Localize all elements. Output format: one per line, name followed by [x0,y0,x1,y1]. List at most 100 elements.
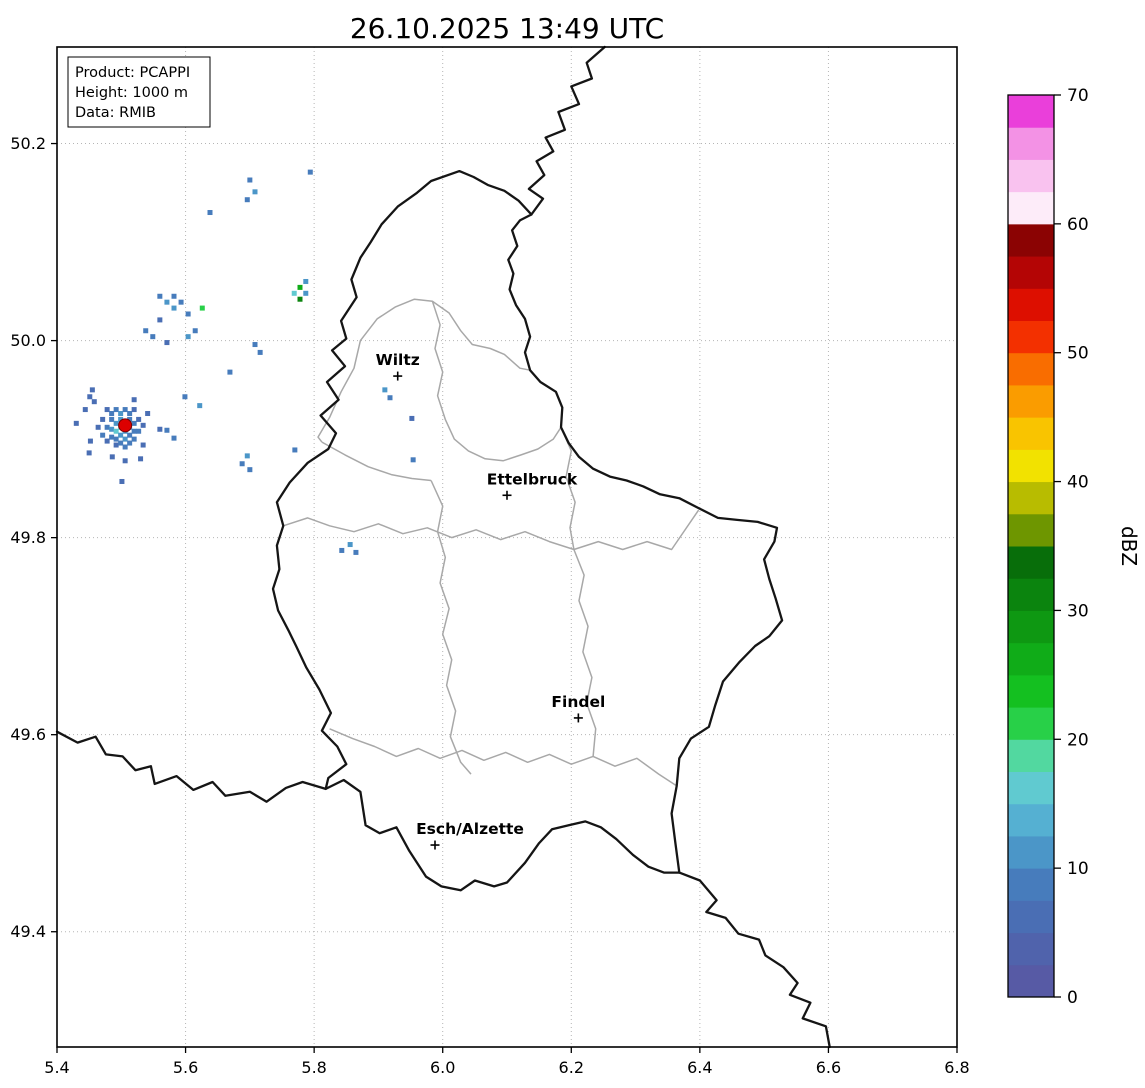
colorbar-segment [1008,610,1054,644]
colorbar-segment [1008,127,1054,160]
echo-pixel [91,399,97,405]
city-marker: Esch/Alzette [416,820,524,850]
x-tick-label: 6.0 [430,1058,455,1077]
echo-pixel [87,394,93,400]
colorbar-segment [1008,417,1054,450]
echo-pixel [182,394,188,400]
echo-pixel [257,349,263,355]
colorbar-segment [1008,384,1054,418]
echo-pixel [247,177,253,183]
echo-pixel [118,432,124,438]
echo-pixel [138,456,144,462]
echo-pixel [307,169,313,175]
echo-pixel [104,424,110,430]
echo-pixel [118,416,124,422]
y-tick-label: 50.0 [10,331,46,350]
colorbar-segment [1008,771,1054,805]
colorbar-segment [1008,256,1054,289]
colorbar-segment [1008,223,1054,257]
echo-pixel [140,422,146,428]
colorbar-segment [1008,964,1054,998]
colorbar-segment [1008,932,1054,966]
echo-pixel [192,328,198,334]
echo-pixel [86,450,92,456]
city-markers: Wiltz Ettelbruck Findel Esch/Alzette [376,351,605,850]
echo-pixel [150,334,156,340]
district-borders [283,298,700,787]
x-axis-ticks: 5.4 5.6 5.8 6.0 6.2 6.4 6.6 6.8 [44,1047,970,1077]
info-height: Height: 1000 m [75,85,188,101]
info-box: Product: PCAPPI Height: 1000 m Data: RMI… [67,56,211,128]
colorbar-segment [1008,900,1054,934]
echo-pixel [119,478,125,484]
colorbar-tick-label: 60 [1067,215,1089,235]
echo-pixel [199,305,205,311]
x-tick-label: 6.6 [816,1058,841,1077]
echo-pixel [73,420,79,426]
y-tick-label: 49.6 [10,725,46,744]
plot-frame [56,46,958,1048]
radar-site-marker [118,418,133,433]
echo-pixel [239,461,245,467]
echo-pixel [109,454,115,460]
echo-pixel [122,407,128,413]
info-product: Product: PCAPPI [75,65,190,81]
x-tick-label: 6.4 [687,1058,712,1077]
echo-pixel [127,432,133,438]
echo-pixel [143,328,149,334]
echo-pixel [178,299,184,305]
echo-pixel [100,416,106,422]
district-border [560,426,597,757]
radar-echo-pixels [73,169,416,555]
district-border [430,480,472,775]
y-tick-label: 49.4 [10,922,46,941]
echo-pixel [127,416,133,422]
district-border [431,300,562,462]
echo-pixel [127,411,133,417]
echo-pixel [113,428,119,434]
colorbar-segment [1008,578,1054,611]
city-label: Esch/Alzette [416,820,524,838]
colorbar-tick-label: 20 [1067,730,1089,750]
echo-pixel [339,547,345,553]
colorbar-segment [1008,288,1054,321]
x-tick-label: 5.8 [301,1058,326,1077]
echo-pixel [353,549,359,555]
echo-pixel [185,334,191,340]
echo-pixel [252,189,258,195]
colorbar-segment [1008,449,1054,483]
echo-pixel [87,438,93,444]
y-tick-label: 49.8 [10,528,46,547]
echo-pixel [89,387,95,393]
echo-pixel [157,426,163,432]
echo-pixel [291,290,297,296]
echo-pixel [118,440,124,446]
y-axis-ticks: 49.4 49.6 49.8 50.0 50.2 [10,134,57,941]
echo-pixel [113,407,119,413]
district-border [317,298,531,443]
city-label: Wiltz [376,351,420,369]
colorbar-segment [1008,642,1054,676]
echo-pixel [140,442,146,448]
colorbar-tick-label: 30 [1067,601,1089,621]
colorbar-segment [1008,159,1054,193]
colorbar-segment [1008,352,1054,386]
echo-pixel [247,467,253,473]
x-tick-label: 6.8 [944,1058,969,1077]
echo-pixel [95,424,101,430]
echo-pixel [113,442,119,448]
city-label: Findel [551,693,605,711]
france-germany-border [678,871,831,1049]
district-border [321,441,432,482]
echo-pixel [82,407,88,413]
echo-pixel [157,293,163,299]
echo-pixel [347,542,353,548]
colorbar-segment [1008,803,1054,837]
echo-pixel [131,428,137,434]
belgium-germany-border [527,45,606,216]
y-tick-label: 50.2 [10,134,46,153]
echo-pixel [197,403,203,409]
colorbar [1008,95,1054,998]
colorbar-segment [1008,739,1054,772]
